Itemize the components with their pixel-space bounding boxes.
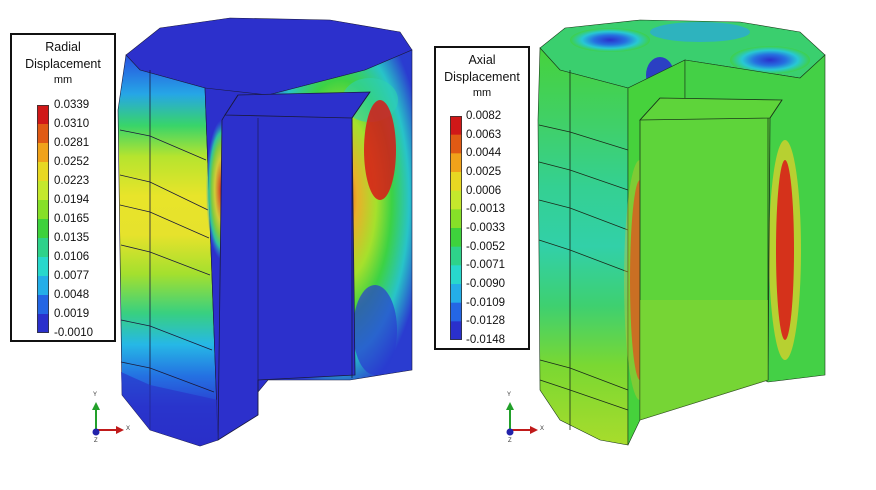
legend-title: Axial Displacement mm [436,52,528,100]
legend-tick-label: -0.0033 [466,222,506,234]
legend-colorbar [37,105,49,333]
radial-displacement-model [117,17,413,447]
colorbar-segment [450,321,462,340]
colorbar-segment [37,200,49,220]
radial-displacement-legend: Radial Displacement mm 0.0339 0.0310 0.0… [10,33,116,342]
legend-tick-label: -0.0010 [54,327,94,339]
legend-tick-label: -0.0128 [466,315,506,328]
legend-tick-label: 0.0006 [466,184,502,197]
legend-tick-label: 0.0048 [54,289,90,301]
mesh-lines [119,70,215,430]
colorbar-segment [37,181,49,201]
legend-tick-label: -0.0013 [466,203,506,216]
legend-tick-label: 0.0019 [54,308,90,320]
axis-triad: Y X Z [88,392,131,444]
axis-label-z: Z [508,438,512,444]
legend-tick-label: -0.0109 [466,296,506,309]
legend-title-line: Axial [468,53,496,67]
axis-triad: Y X Z [502,392,545,444]
legend-tick-label: 0.0165 [54,213,90,225]
colorbar-segment [450,153,462,173]
legend-tick-label: -0.0090 [466,278,506,290]
colorbar-segment [37,314,49,333]
colorbar-segment [37,257,49,277]
axial-displacement-legend: Axial Displacement mm 0.0082 0.0063 0.00… [434,46,530,350]
legend-title-line: Displacement [444,70,520,84]
axis-label-x: X [540,426,545,432]
colorbar-segment [37,295,49,315]
legend-tick-labels: 0.0339 0.0310 0.0281 0.0252 0.0223 0.019… [54,99,114,339]
legend-unit: mm [472,87,492,99]
axial-displacement-panel: Axial Displacement mm 0.0082 0.0063 0.00… [434,0,876,490]
legend-tick-label: -0.0148 [466,334,506,346]
legend-tick-label: 0.0044 [466,147,502,160]
legend-tick-label: 0.0025 [466,166,502,178]
axis-triad-icon [92,402,124,436]
colorbar-segment [450,284,462,304]
legend-tick-label: -0.0071 [466,259,506,272]
colorbar-segment [37,162,49,182]
legend-tick-label: 0.0106 [54,251,90,263]
legend-tick-label: 0.0077 [54,270,90,282]
axis-label-y: Y [93,392,98,398]
colorbar-segment [450,209,462,229]
colorbar-segment [37,143,49,163]
colorbar-segment [450,302,462,322]
colorbar-segment [450,190,462,210]
legend-tick-label: 0.0194 [54,194,90,206]
colorbar-segment [37,124,49,144]
legend-tick-label: 0.0135 [54,232,90,244]
axis-label-y: Y [507,392,512,398]
colorbar-segment [450,228,462,248]
radial-displacement-panel: Radial Displacement mm 0.0339 0.0310 0.0… [10,17,413,447]
legend-tick-label: 0.0063 [466,128,502,141]
legend-tick-label: 0.0339 [54,99,90,111]
colorbar-segment [37,276,49,296]
axial-displacement-model [537,19,826,446]
colorbar-segment [37,219,49,239]
legend-title-line: Radial [45,40,81,54]
axis-triad-icon [506,402,538,436]
axis-label-x: X [126,426,131,432]
colorbar-segment [450,134,462,154]
axis-label-z: Z [94,438,98,444]
legend-tick-label: 0.0252 [54,156,90,168]
legend-tick-label: -0.0052 [466,240,506,253]
legend-tick-labels: 0.0082 0.0063 0.0044 0.0025 0.0006 -0.00… [466,110,528,346]
outer-surface [537,47,629,446]
colorbar-segment [450,265,462,285]
section-block [217,91,371,441]
colorbar-border [450,116,462,340]
legend-title-line: Displacement [25,57,101,71]
colorbar-segment [450,246,462,266]
colorbar-border [37,105,49,333]
legend-tick-label: 0.0281 [54,137,90,149]
legend-tick-label: 0.0082 [466,110,502,122]
mesh-lines [538,70,629,430]
legend-tick-label: 0.0223 [54,175,90,187]
legend-unit: mm [53,74,73,86]
legend-colorbar [450,116,462,340]
colorbar-segment [37,238,49,258]
colorbar-segment [450,172,462,192]
colorbar-segment [37,105,49,125]
colorbar-segment [450,116,462,136]
legend-tick-label: 0.0310 [54,118,90,130]
legend-title: Radial Displacement mm [12,39,114,87]
